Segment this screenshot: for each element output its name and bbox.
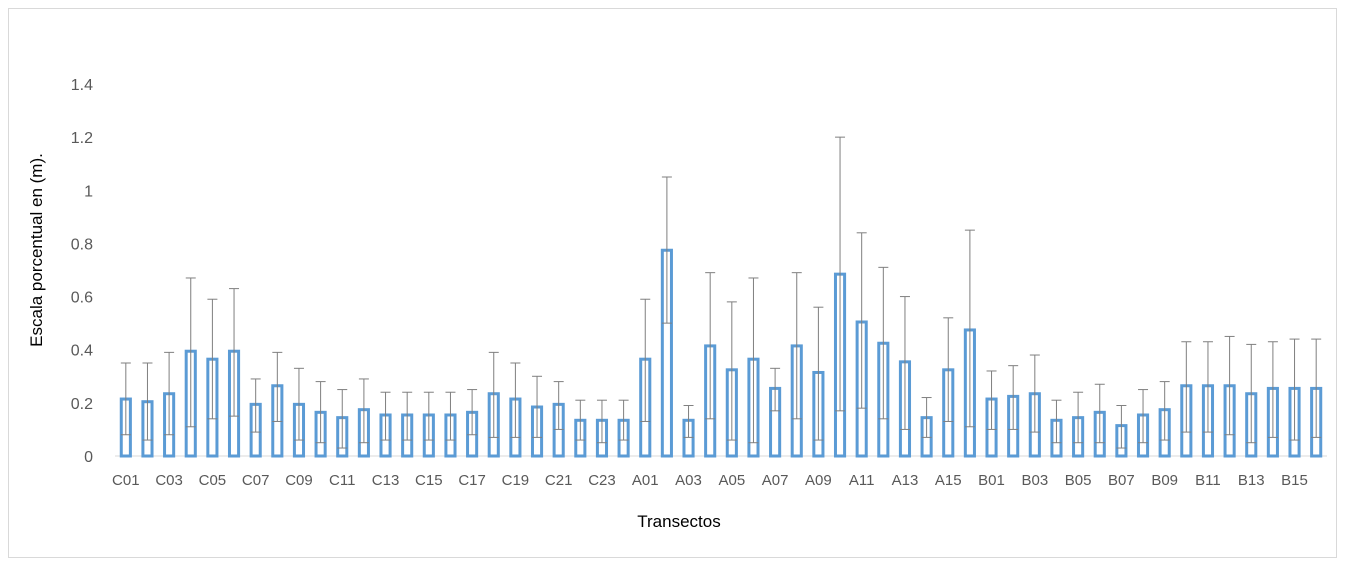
x-tick-label: B05 [1065,472,1092,489]
x-tick-label: B01 [978,472,1005,489]
y-tick-label: 0.2 [71,396,93,413]
x-tick-label: C21 [545,472,573,489]
y-axis-title: Escala porcentual en (m). [27,153,46,347]
x-tick-label: A03 [675,472,702,489]
x-tick-label: C15 [415,472,443,489]
x-tick-label: C03 [155,472,183,489]
x-tick-label: B15 [1281,472,1308,489]
x-tick-label: C07 [242,472,270,489]
y-tick-label: 1 [84,183,93,200]
y-tick-label: 0.6 [71,290,93,307]
y-tick-label: 0 [84,449,93,466]
x-tick-label: C01 [112,472,140,489]
y-tick-label: 0.8 [71,236,93,253]
bar-chart: 00.20.40.60.811.21.4 C01 C03 C05 C07 C09 C11 C… [27,77,1327,531]
chart-frame: 0 0.2 0.4 0.6 0.8 1 1.2 1.4 C01 C03 C05 C07 C09 C11 C… [8,8,1337,558]
y-tick-label: 1.4 [71,77,93,94]
x-tick-label: B03 [1021,472,1048,489]
x-tick-label: C13 [372,472,400,489]
x-tick-label: C23 [588,472,616,489]
error-bars-group [120,136,1322,449]
bars-group [119,248,1323,458]
x-tick-label: B07 [1108,472,1135,489]
x-tick-label: C17 [458,472,486,489]
y-axis-ticks: 0 0.2 0.4 0.6 0.8 1 1.2 1.4 [71,77,93,466]
x-tick-label: A09 [805,472,832,489]
x-tick-label: B11 [1195,472,1221,489]
x-axis-title: Transectos [637,512,720,531]
x-tick-label: C09 [285,472,313,489]
x-tick-label: A05 [718,472,745,489]
x-tick-label: C05 [199,472,227,489]
x-tick-label: C19 [502,472,530,489]
x-tick-label: A15 [935,472,962,489]
y-tick-label: 0.4 [71,343,93,360]
x-tick-label: A11 [849,472,875,489]
x-tick-label: B13 [1238,472,1265,489]
x-tick-label: C11 [329,472,355,489]
x-tick-label: A01 [632,472,659,489]
x-axis-ticks: C01 C03 C05 C07 C09 C11 C13 C15 C17 C19 C21 C23 A01 A… [112,472,1308,489]
x-tick-label: A13 [892,472,919,489]
y-tick-label: 1.2 [71,130,93,147]
x-tick-label: B09 [1151,472,1178,489]
x-tick-label: A07 [762,472,789,489]
